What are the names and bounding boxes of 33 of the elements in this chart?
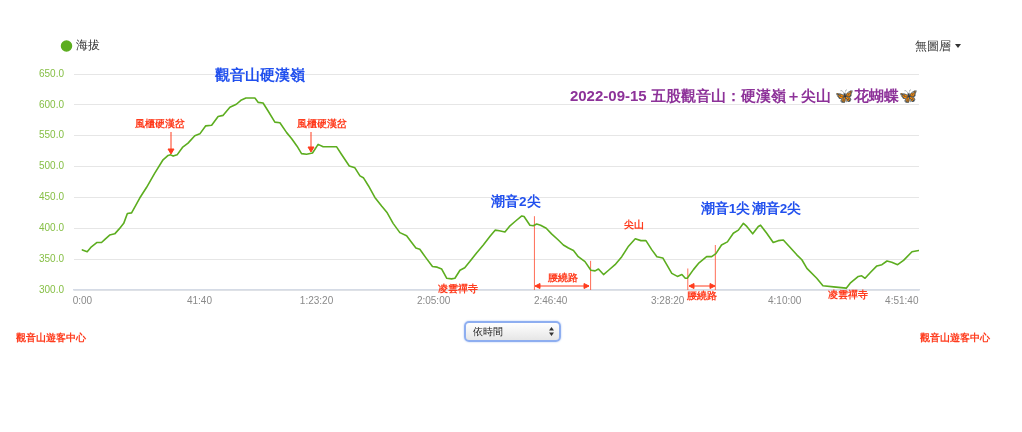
dropdown[interactable]: 無圖層 [915,39,961,53]
y-tick-label: 550.0 [38,129,65,141]
x-tick-label: 1:23:20 [299,294,334,306]
text: 觀音山遊客中心 [920,332,990,344]
y-tick-label: 300.0 [38,283,65,295]
annotation: 觀音山硬漢嶺 [213,66,305,84]
x-tick-label: 0:00 [72,294,93,306]
annotation: 風櫃硬漢岔 [133,117,186,129]
y-tick-label: 450.0 [38,191,65,203]
x-tick-label: 4:51:40 [885,294,919,306]
y-tick-label: 350.0 [38,252,65,264]
annotation: 腰繞路 [546,271,578,283]
y-tick-label: 600.0 [38,98,65,110]
annotation: 凌雲禪寺 [828,289,869,301]
annotation: 凌雲禪寺 [437,282,478,294]
text: 觀音山遊客中心 [16,332,86,344]
annotation: 尖山 [623,218,645,230]
dropdown[interactable]: 依時間 [464,321,561,342]
x-tick-label: 41:40 [186,294,213,306]
y-tick-label: 400.0 [38,222,65,234]
text: 2022-09-15 五股觀音山：硬漢嶺＋尖山 🦋花蝴蝶🦋 [569,87,918,105]
y-tick-label: 650.0 [38,67,65,79]
x-tick-label: 2:05:00 [416,294,451,306]
x-tick-label: 2:46:40 [533,294,568,306]
annotation: 潮音1尖 [699,200,751,217]
annotation: 潮音2尖 [750,199,802,216]
annotation: 潮音2尖 [490,192,541,209]
annotation: 腰繞路 [685,289,717,301]
x-tick-label: 3:28:20 [650,294,685,306]
y-tick-label: 500.0 [38,160,65,172]
annotation: 風櫃硬漢岔 [295,117,348,129]
x-tick-label: 4:10:00 [768,294,802,306]
legend-label: 海拔 [76,38,100,53]
